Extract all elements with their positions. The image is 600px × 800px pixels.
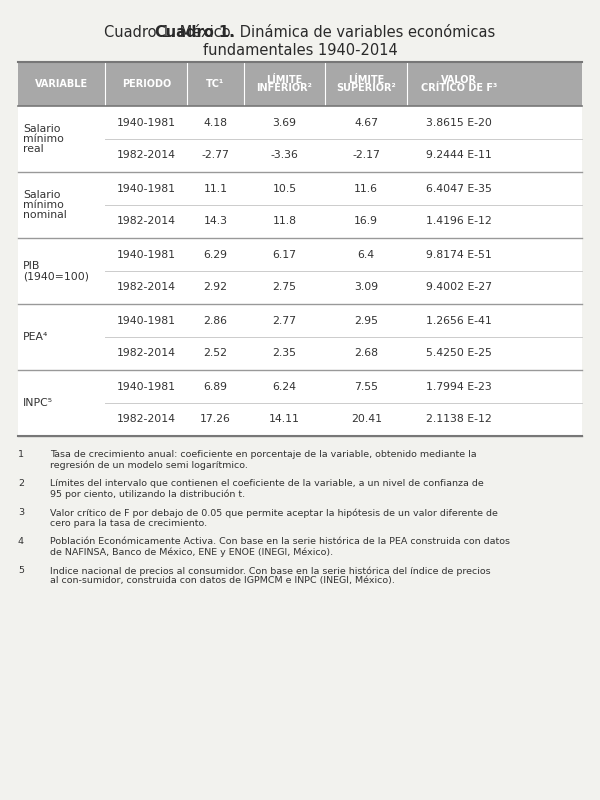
- Text: Cuadro 1.: Cuadro 1.: [155, 25, 235, 40]
- Text: 14.11: 14.11: [269, 414, 300, 425]
- Text: Indice nacional de precios al consumidor. Con base en la serie histórica del índ: Indice nacional de precios al consumidor…: [50, 566, 491, 575]
- Text: 2.77: 2.77: [272, 315, 296, 326]
- Text: 4.67: 4.67: [354, 118, 378, 127]
- Text: fundamentales 1940-2014: fundamentales 1940-2014: [203, 43, 397, 58]
- Text: 1: 1: [18, 450, 24, 459]
- Text: 3.69: 3.69: [272, 118, 296, 127]
- Text: 5.4250 E-25: 5.4250 E-25: [427, 349, 492, 358]
- Text: 1982-2014: 1982-2014: [117, 414, 176, 425]
- Text: 1.4196 E-12: 1.4196 E-12: [427, 217, 492, 226]
- Text: regresión de un modelo semi logarítmico.: regresión de un modelo semi logarítmico.: [50, 461, 248, 470]
- Text: 1940-1981: 1940-1981: [117, 118, 176, 127]
- Text: 6.4047 E-35: 6.4047 E-35: [427, 183, 492, 194]
- Text: cero para la tasa de crecimiento.: cero para la tasa de crecimiento.: [50, 518, 207, 527]
- Text: 4.18: 4.18: [203, 118, 227, 127]
- Text: Salario: Salario: [23, 123, 61, 134]
- Text: nominal: nominal: [23, 210, 67, 221]
- Text: -3.36: -3.36: [271, 150, 298, 161]
- Text: Valor crítico de F por debajo de 0.05 que permite aceptar la hipótesis de un val: Valor crítico de F por debajo de 0.05 qu…: [50, 508, 498, 518]
- Text: 9.8174 E-51: 9.8174 E-51: [427, 250, 492, 259]
- Text: 6.29: 6.29: [203, 250, 227, 259]
- Text: 9.2444 E-11: 9.2444 E-11: [427, 150, 492, 161]
- Text: mínimo: mínimo: [23, 134, 64, 144]
- Text: 16.9: 16.9: [354, 217, 378, 226]
- Text: 1940-1981: 1940-1981: [117, 250, 176, 259]
- Text: INPC⁵: INPC⁵: [23, 398, 53, 408]
- Text: 3.8615 E-20: 3.8615 E-20: [427, 118, 492, 127]
- Text: Salario: Salario: [23, 190, 61, 199]
- Text: real: real: [23, 145, 44, 154]
- Text: 1940-1981: 1940-1981: [117, 315, 176, 326]
- Text: 11.1: 11.1: [203, 183, 227, 194]
- Text: 9.4002 E-27: 9.4002 E-27: [427, 282, 493, 293]
- Text: 14.3: 14.3: [203, 217, 227, 226]
- Text: 2.92: 2.92: [203, 282, 227, 293]
- Text: mínimo: mínimo: [23, 200, 64, 210]
- Text: 4: 4: [18, 537, 24, 546]
- Text: 1.2656 E-41: 1.2656 E-41: [427, 315, 492, 326]
- Text: 2: 2: [18, 479, 24, 488]
- Text: 6.24: 6.24: [272, 382, 296, 391]
- Text: 2.35: 2.35: [272, 349, 296, 358]
- Text: PIB: PIB: [23, 261, 40, 270]
- Text: 5: 5: [18, 566, 24, 575]
- Text: 2.86: 2.86: [203, 315, 227, 326]
- Text: 95 por ciento, utilizando la distribución t.: 95 por ciento, utilizando la distribució…: [50, 490, 245, 499]
- Text: VARIABLE: VARIABLE: [35, 79, 88, 89]
- Text: 1982-2014: 1982-2014: [117, 349, 176, 358]
- Text: 1982-2014: 1982-2014: [117, 217, 176, 226]
- Text: 10.5: 10.5: [272, 183, 296, 194]
- Text: LÍMITE: LÍMITE: [266, 74, 302, 85]
- Text: 2.95: 2.95: [354, 315, 378, 326]
- Text: -2.17: -2.17: [352, 150, 380, 161]
- Text: Tasa de crecimiento anual: coeficiente en porcentaje de la variable, obtenido me: Tasa de crecimiento anual: coeficiente e…: [50, 450, 476, 459]
- Text: 11.6: 11.6: [354, 183, 378, 194]
- Text: VALOR: VALOR: [442, 74, 478, 85]
- Text: 17.26: 17.26: [200, 414, 231, 425]
- Text: 2.52: 2.52: [203, 349, 227, 358]
- Text: PERIODO: PERIODO: [122, 79, 171, 89]
- Text: 11.8: 11.8: [272, 217, 296, 226]
- Bar: [18, 62, 582, 106]
- Text: 2.75: 2.75: [272, 282, 296, 293]
- Text: 1982-2014: 1982-2014: [117, 282, 176, 293]
- Text: -2.77: -2.77: [202, 150, 229, 161]
- Text: PEA⁴: PEA⁴: [23, 332, 49, 342]
- Text: SUPERIOR²: SUPERIOR²: [337, 83, 396, 94]
- Bar: [18, 172, 582, 238]
- Text: Cuadro 1. México. Dinámica de variables económicas: Cuadro 1. México. Dinámica de variables …: [104, 25, 496, 40]
- Text: 1940-1981: 1940-1981: [117, 382, 176, 391]
- Text: 6.4: 6.4: [358, 250, 375, 259]
- Text: al con-sumidor, construida con datos de IGPMCM e INPC (INEGI, México).: al con-sumidor, construida con datos de …: [50, 577, 395, 586]
- Bar: [18, 370, 582, 436]
- Text: 6.17: 6.17: [272, 250, 296, 259]
- Text: 2.1138 E-12: 2.1138 E-12: [427, 414, 492, 425]
- Text: INFERIOR²: INFERIOR²: [257, 83, 313, 94]
- Text: TC¹: TC¹: [206, 79, 224, 89]
- Text: 1.7994 E-23: 1.7994 E-23: [427, 382, 492, 391]
- Bar: [18, 304, 582, 370]
- Text: LÍMITE: LÍMITE: [348, 74, 385, 85]
- Bar: [18, 106, 582, 172]
- Text: 7.55: 7.55: [354, 382, 378, 391]
- Text: 2.68: 2.68: [354, 349, 378, 358]
- Text: (1940=100): (1940=100): [23, 271, 89, 282]
- Text: 1940-1981: 1940-1981: [117, 183, 176, 194]
- Text: de NAFINSA, Banco de México, ENE y ENOE (INEGI, México).: de NAFINSA, Banco de México, ENE y ENOE …: [50, 547, 333, 557]
- Text: 3.09: 3.09: [354, 282, 379, 293]
- Bar: [18, 238, 582, 304]
- Text: 1982-2014: 1982-2014: [117, 150, 176, 161]
- Text: CRÍTICO DE F³: CRÍTICO DE F³: [421, 83, 497, 94]
- Text: 3: 3: [18, 508, 24, 517]
- Text: 20.41: 20.41: [351, 414, 382, 425]
- Text: 6.89: 6.89: [203, 382, 227, 391]
- Text: Población Económicamente Activa. Con base en la serie histórica de la PEA constr: Población Económicamente Activa. Con bas…: [50, 537, 510, 546]
- Text: Límites del intervalo que contienen el coeficiente de la variable, a un nivel de: Límites del intervalo que contienen el c…: [50, 479, 484, 488]
